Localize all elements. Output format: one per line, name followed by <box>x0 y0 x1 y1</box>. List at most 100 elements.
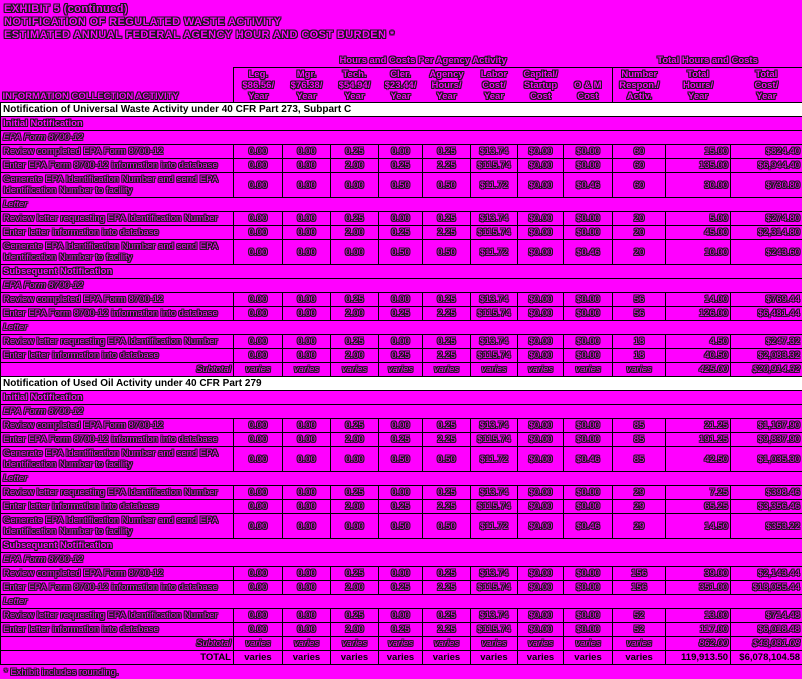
table-row-data: Enter EPA Form 8700-12 information into … <box>1 307 802 321</box>
cell: 85 <box>613 433 666 447</box>
cell: 42.50 <box>666 447 731 472</box>
cell: 2.00 <box>331 159 379 173</box>
cell: 0.00 <box>234 159 283 173</box>
cell: $0.00 <box>564 567 613 581</box>
cell: 0.50 <box>379 447 423 472</box>
row-label: Letter <box>1 198 802 212</box>
cell: 0.00 <box>283 349 331 363</box>
cell: 119,913.50 <box>666 651 731 665</box>
table-row-data: Enter EPA Form 8700-12 information into … <box>1 433 802 447</box>
cell: 21.25 <box>666 419 731 433</box>
cell: $6,078,104.58 <box>731 651 802 665</box>
cell: $0.00 <box>518 349 564 363</box>
cell: $13.74 <box>471 212 518 226</box>
cell: varies <box>471 637 518 651</box>
cell: $13.74 <box>471 567 518 581</box>
row-label: Review completed EPA Form 8700-12 <box>1 567 234 581</box>
cell: 0.00 <box>283 623 331 637</box>
cell: varies <box>234 637 283 651</box>
cell: varies <box>331 651 379 665</box>
cell: 0.00 <box>379 567 423 581</box>
row-label: Review completed EPA Form 8700-12 <box>1 293 234 307</box>
cell: 29 <box>613 500 666 514</box>
cell: 425.00 <box>666 363 731 377</box>
cell: 0.00 <box>283 447 331 472</box>
cell: $0.00 <box>518 335 564 349</box>
row-label: Subsequent Notification <box>1 265 802 279</box>
table-row-subsection: Subsequent Notification <box>1 265 802 279</box>
cell: $0.00 <box>564 486 613 500</box>
cell: $0.00 <box>518 623 564 637</box>
cell: 156 <box>613 567 666 581</box>
cell: $43,081.08 <box>731 637 802 651</box>
cell: 0.00 <box>283 581 331 595</box>
cell: $0.00 <box>518 486 564 500</box>
cell: 13.00 <box>666 609 731 623</box>
row-label: Review letter requesting EPA Identificat… <box>1 486 234 500</box>
cell: 85 <box>613 447 666 472</box>
cell: 156 <box>613 581 666 595</box>
cell: $2,314.80 <box>731 226 802 240</box>
cell: $0.00 <box>518 447 564 472</box>
cell: 2.00 <box>331 307 379 321</box>
cell: 0.00 <box>234 335 283 349</box>
cell: 14.50 <box>666 514 731 539</box>
cell: 2.00 <box>331 623 379 637</box>
cell: $2,083.32 <box>731 349 802 363</box>
cell: 20 <box>613 240 666 265</box>
cell: varies <box>564 363 613 377</box>
cell: 39.00 <box>666 567 731 581</box>
cell: 0.00 <box>283 293 331 307</box>
cell: $0.00 <box>564 349 613 363</box>
cell: $115.74 <box>471 623 518 637</box>
cell: 0.25 <box>379 226 423 240</box>
table-row-section: Notification of Used Oil Activity under … <box>1 377 802 391</box>
cell: varies <box>331 363 379 377</box>
column-header: Tech.$54.94/Year <box>331 68 379 103</box>
document-root: { "page": { "background_color": "#ff00ff… <box>0 0 802 624</box>
cell: $0.00 <box>518 609 564 623</box>
cell: 0.00 <box>234 240 283 265</box>
cell: $0.00 <box>564 623 613 637</box>
row-label: Enter EPA Form 8700-12 information into … <box>1 159 234 173</box>
cell: 0.25 <box>331 335 379 349</box>
cell: varies <box>564 651 613 665</box>
cell: $6,944.40 <box>731 159 802 173</box>
cell: 0.00 <box>283 419 331 433</box>
cell: 20 <box>613 226 666 240</box>
cell: $115.74 <box>471 307 518 321</box>
table-header: INFORMATION COLLECTION ACTIVITY Hours an… <box>1 54 802 103</box>
cell: varies <box>518 637 564 651</box>
cell: varies <box>613 637 666 651</box>
cell: $115.74 <box>471 581 518 595</box>
table-row-group: Letter <box>1 595 802 609</box>
cell: 60 <box>613 173 666 198</box>
cell: $115.74 <box>471 433 518 447</box>
cell: 0.00 <box>234 433 283 447</box>
cell: $3,356.46 <box>731 500 802 514</box>
row-label: Review letter requesting EPA Identificat… <box>1 212 234 226</box>
row-label: Review completed EPA Form 8700-12 <box>1 145 234 159</box>
cell: $0.00 <box>564 226 613 240</box>
row-label: Initial Notification <box>1 391 802 405</box>
cell: 2.25 <box>423 307 471 321</box>
cell: 0.00 <box>283 486 331 500</box>
cell: 0.00 <box>234 567 283 581</box>
cell: 0.00 <box>379 419 423 433</box>
cell: 0.00 <box>379 293 423 307</box>
cell: 45.00 <box>666 226 731 240</box>
cell: 2.25 <box>423 349 471 363</box>
row-label: Generate EPA Identification Number and s… <box>1 240 234 265</box>
row-label: Notification of Universal Waste Activity… <box>1 103 802 117</box>
table-row-group: EPA Form 8700-12 <box>1 405 802 419</box>
cell: 117.00 <box>666 623 731 637</box>
cell: $11.72 <box>471 447 518 472</box>
cell: 0.00 <box>234 514 283 539</box>
cell: $20,914.32 <box>731 363 802 377</box>
row-label: Review completed EPA Form 8700-12 <box>1 419 234 433</box>
cell: 0.00 <box>283 567 331 581</box>
cell: 0.25 <box>331 486 379 500</box>
